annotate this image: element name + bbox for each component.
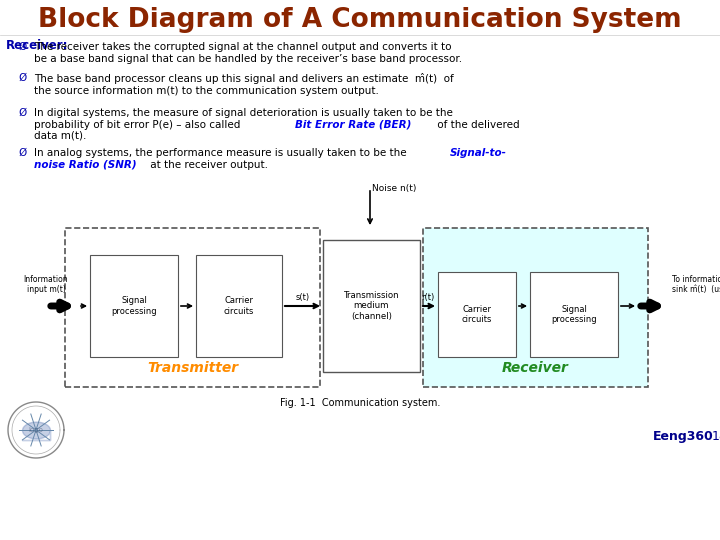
FancyBboxPatch shape xyxy=(438,272,516,357)
Text: 18: 18 xyxy=(712,430,720,443)
Text: In digital systems, the measure of signal deterioration is usually taken to be t: In digital systems, the measure of signa… xyxy=(34,108,453,118)
Text: To information
sink m̂(t)  (user): To information sink m̂(t) (user) xyxy=(672,275,720,294)
Text: Fig. 1-1  Communication system.: Fig. 1-1 Communication system. xyxy=(280,398,440,408)
Text: data m(t).: data m(t). xyxy=(34,131,86,141)
Text: Ø: Ø xyxy=(18,148,26,158)
FancyBboxPatch shape xyxy=(323,240,420,372)
Text: logo: logo xyxy=(29,427,43,433)
Text: Receiver:: Receiver: xyxy=(6,39,68,52)
Text: Signal
processing: Signal processing xyxy=(111,296,157,316)
Text: Signal-to-: Signal-to- xyxy=(450,148,507,158)
FancyBboxPatch shape xyxy=(423,228,648,387)
Text: The receiver takes the corrupted signal at the channel output and converts it to: The receiver takes the corrupted signal … xyxy=(34,42,462,64)
FancyBboxPatch shape xyxy=(530,272,618,357)
FancyBboxPatch shape xyxy=(90,255,178,357)
Text: The base band processor cleans up this signal and delivers an estimate  m̂(t)  o: The base band processor cleans up this s… xyxy=(34,73,454,96)
Text: Carrier
circuits: Carrier circuits xyxy=(224,296,254,316)
Text: Transmitter: Transmitter xyxy=(147,361,238,375)
Text: Ø: Ø xyxy=(18,108,26,118)
Text: Bit Error Rate (BER): Bit Error Rate (BER) xyxy=(295,119,411,130)
Text: In analog systems, the performance measure is usually taken to be the: In analog systems, the performance measu… xyxy=(34,148,410,158)
Text: Transmission
medium
(channel): Transmission medium (channel) xyxy=(343,291,400,321)
Text: Noise n(t): Noise n(t) xyxy=(372,184,416,193)
Text: Receiver: Receiver xyxy=(502,361,569,375)
Text: at the receiver output.: at the receiver output. xyxy=(147,159,268,170)
Text: Ø: Ø xyxy=(18,42,26,52)
Text: Information
input m(t): Information input m(t) xyxy=(24,275,68,294)
Text: Eeng360: Eeng360 xyxy=(653,430,714,443)
FancyBboxPatch shape xyxy=(196,255,282,357)
Text: of the delivered: of the delivered xyxy=(434,119,520,130)
Text: noise Ratio (SNR): noise Ratio (SNR) xyxy=(34,159,137,170)
Text: Block Diagram of A Communication System: Block Diagram of A Communication System xyxy=(38,7,682,33)
Text: Signal
processing: Signal processing xyxy=(552,305,597,324)
Text: r(t): r(t) xyxy=(421,293,435,302)
FancyBboxPatch shape xyxy=(65,228,320,387)
Text: Ø: Ø xyxy=(18,73,26,83)
Text: Carrier
circuits: Carrier circuits xyxy=(462,305,492,324)
Text: s(t): s(t) xyxy=(296,293,310,302)
Text: probability of bit error P(e) – also called: probability of bit error P(e) – also cal… xyxy=(34,119,243,130)
